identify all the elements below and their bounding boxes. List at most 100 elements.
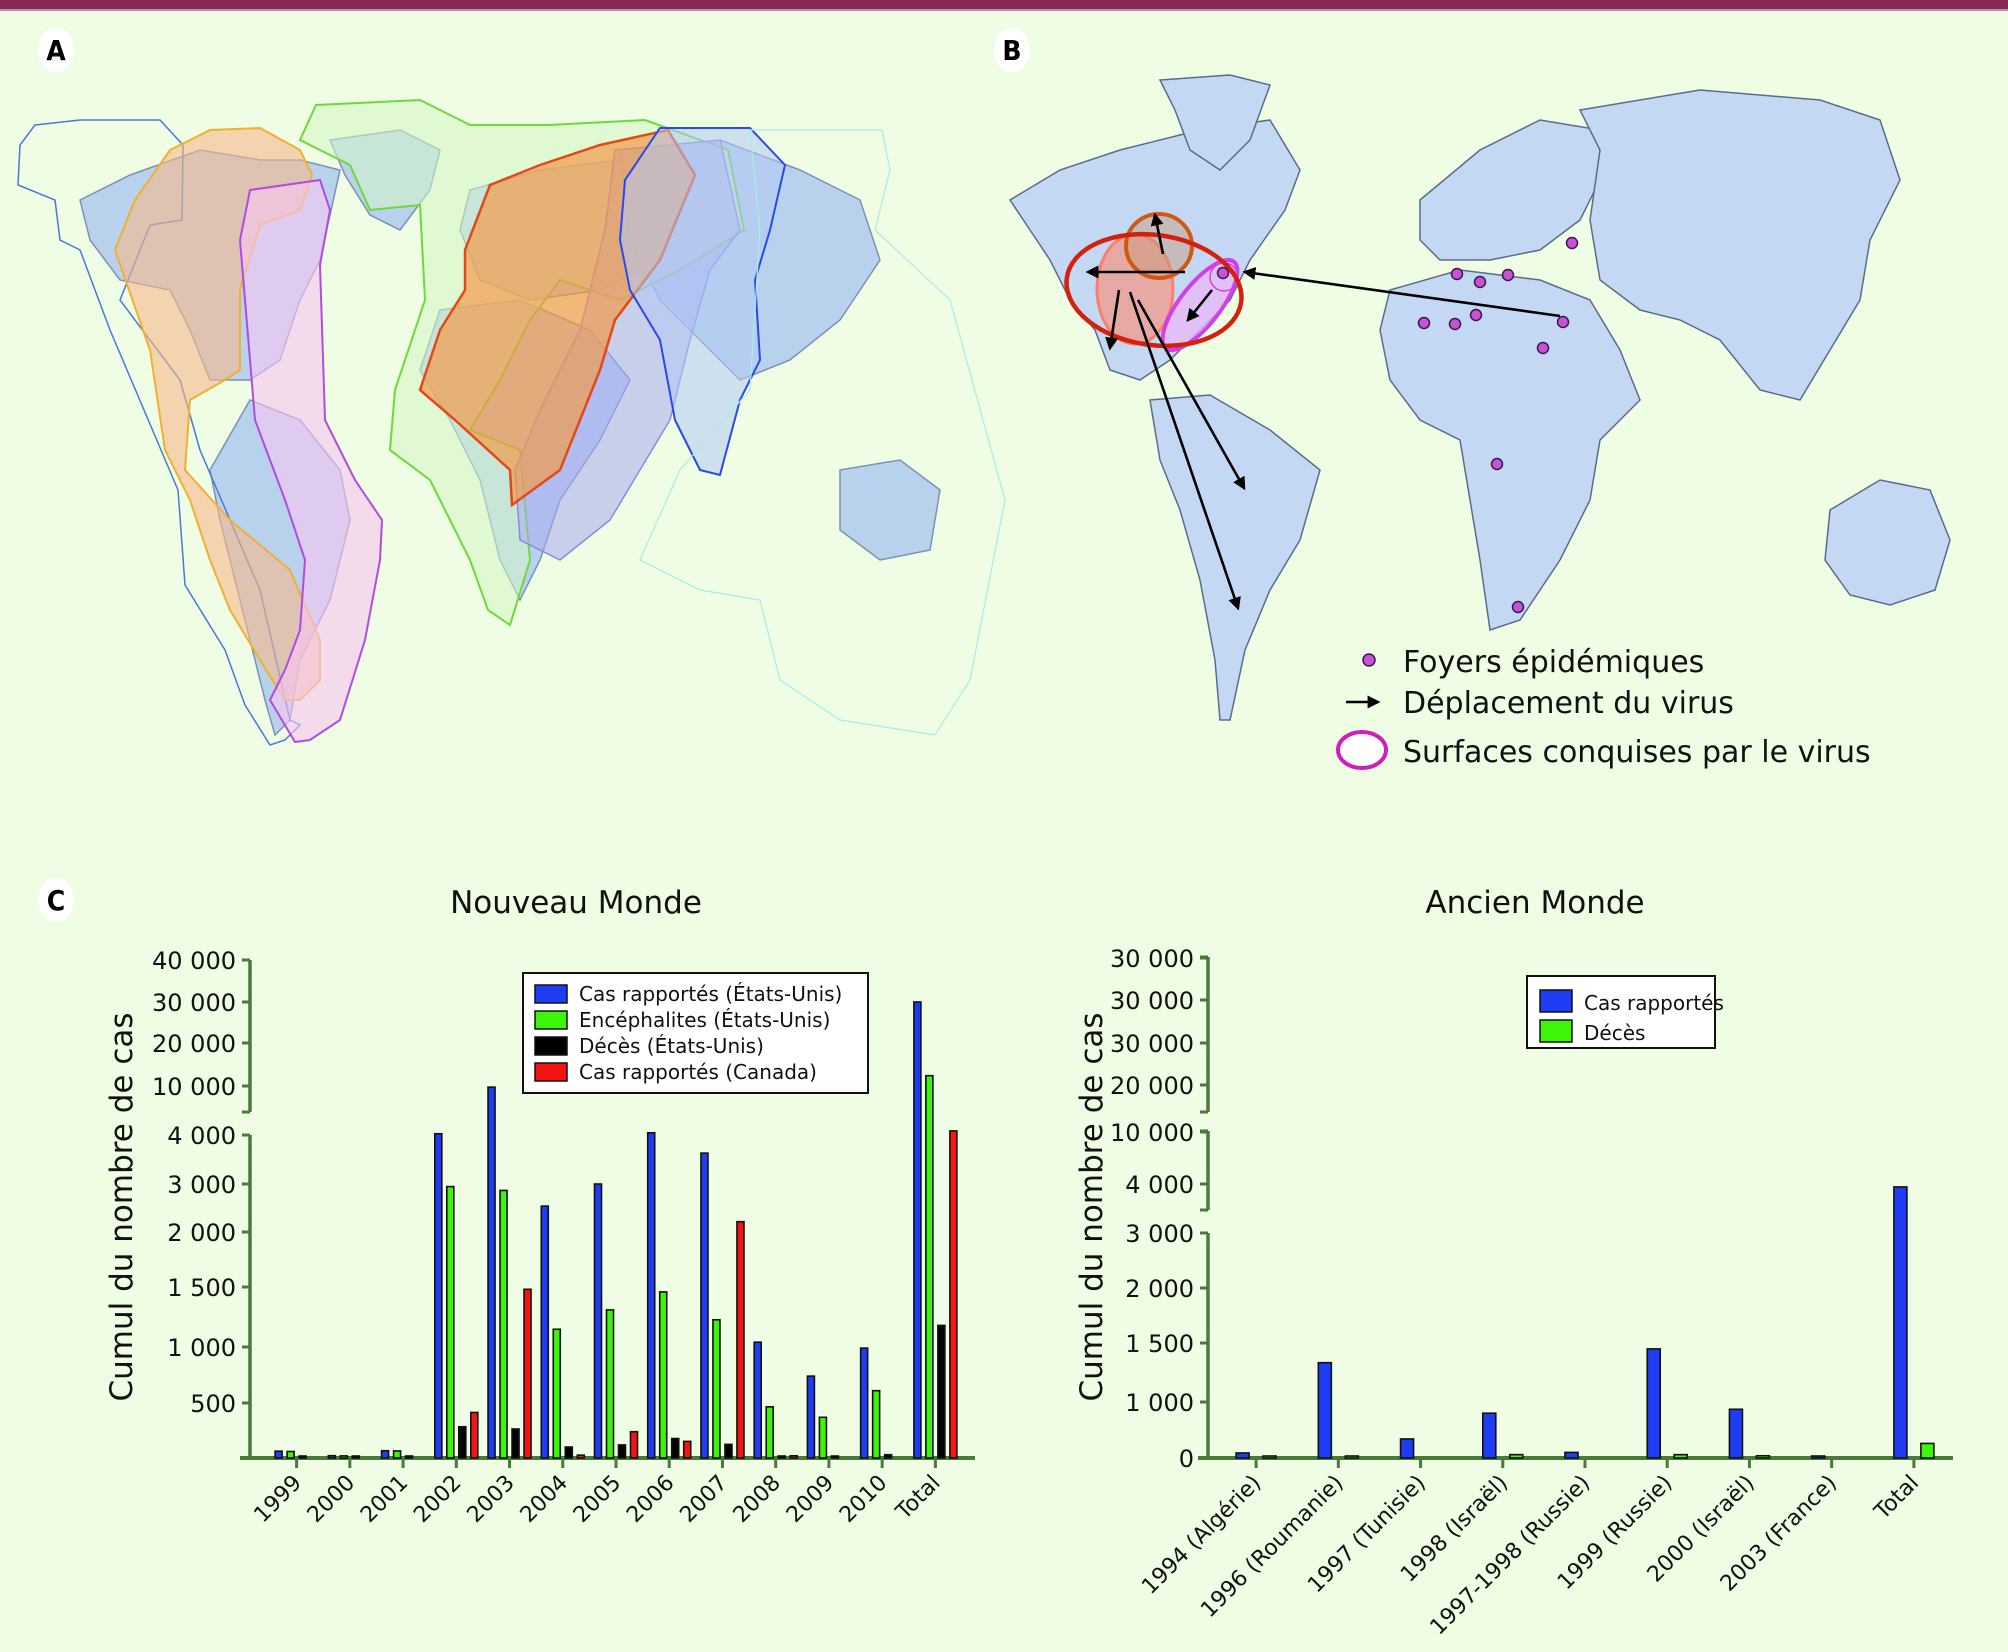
bar — [1893, 1186, 1908, 1459]
x-tick-label: 2001 — [356, 1471, 413, 1528]
y-tick-label: 500 — [190, 1390, 236, 1418]
y-tick-label: 10 000 — [1110, 1119, 1194, 1147]
zone-magenta — [238, 178, 384, 744]
x-tick-label: 2004 — [516, 1471, 573, 1528]
land-oceania — [839, 459, 941, 561]
bar — [1399, 1438, 1415, 1459]
bar — [789, 1455, 798, 1459]
bar — [949, 1130, 958, 1459]
bar — [937, 1324, 946, 1459]
y-tick-label: 4 000 — [1125, 1171, 1194, 1199]
epidemic-focus-dot — [1536, 341, 1550, 355]
epidemic-focus-dot — [1450, 267, 1464, 281]
y-tick-label: 3 000 — [1125, 1220, 1194, 1248]
bar — [605, 1309, 615, 1459]
bar — [736, 1220, 745, 1459]
bar — [470, 1411, 479, 1459]
bar — [1646, 1348, 1662, 1459]
epidemic-focus-dot — [1469, 308, 1483, 322]
legend-label: Cas rapportés — [1584, 991, 1724, 1015]
y-tick-label: 20 000 — [1110, 1072, 1194, 1100]
land-africa-b — [1379, 269, 1641, 631]
bar — [1317, 1361, 1333, 1459]
bar — [351, 1455, 361, 1459]
bar — [765, 1406, 774, 1459]
legend-foyers-label: Foyers épidémiques — [1403, 645, 1704, 680]
legend-surfaces-label: Surfaces conquises par le virus — [1403, 735, 1871, 770]
bar — [629, 1430, 639, 1459]
legend-swatch — [1539, 989, 1573, 1013]
epidemic-focus-dot — [1473, 275, 1487, 289]
bar — [1728, 1408, 1744, 1459]
bar — [523, 1288, 532, 1459]
y-ticks-right: 0 1 000 1 500 2 000 3 000 4 000 10 000 20 000 30… — [1110, 945, 1208, 1473]
bar — [434, 1132, 443, 1459]
bar — [499, 1189, 508, 1459]
bars-right — [1235, 1186, 1935, 1459]
legend-right: Cas rapportés Décès — [1526, 975, 1724, 1049]
y-axis-label-left: Cumul du nombre de cas — [104, 1012, 140, 1401]
bar — [830, 1455, 840, 1459]
map-a-zones — [17, 98, 1006, 746]
bar — [646, 1132, 656, 1459]
bar — [724, 1443, 733, 1459]
map-b-land — [1008, 74, 1951, 721]
y-tick-label: 1 500 — [167, 1274, 236, 1302]
x-tick-label: 1997-1998 (Russie) — [1426, 1471, 1596, 1641]
x-tick-label: 2000 — [303, 1471, 360, 1528]
bar — [859, 1347, 869, 1459]
x-tick-label: 1999 — [250, 1471, 307, 1528]
zone-blue-asia — [618, 127, 787, 477]
epidemic-focus-dot — [1490, 457, 1504, 471]
x-tick-label: 2003 — [463, 1471, 520, 1528]
bar — [1262, 1455, 1277, 1459]
bar — [339, 1455, 349, 1459]
x-tick-label: Total — [1869, 1471, 1924, 1526]
bar — [925, 1074, 934, 1459]
y-axis-label-right: Cumul du nombre de cas — [1074, 1012, 1110, 1401]
arrow-middle-east-to-usa — [1242, 267, 1561, 318]
bar — [1810, 1455, 1826, 1459]
legend-swatch — [534, 1062, 568, 1082]
y-tick-label: 20 000 — [152, 1030, 236, 1058]
legend-label: Encéphalites (États-Unis) — [579, 1008, 830, 1032]
header-bar — [0, 0, 2008, 11]
legend-deplacement-label: Déplacement du virus — [1403, 686, 1734, 721]
bar — [871, 1389, 881, 1459]
zone-cyan-outline — [639, 129, 1006, 736]
bar — [913, 1001, 922, 1459]
legend-label: Décès (États-Unis) — [579, 1034, 764, 1058]
bar — [1673, 1453, 1689, 1459]
x-tick-label: 2007 — [675, 1471, 732, 1528]
y-tick-label: 30 000 — [152, 989, 236, 1017]
bar — [380, 1449, 390, 1459]
epidemic-focus-dot — [1556, 315, 1570, 329]
y-tick-label: 4 000 — [167, 1122, 236, 1150]
x-tick-label: 1996 (Roumanie) — [1196, 1471, 1348, 1623]
x-tick-label: 2009 — [782, 1471, 839, 1528]
bar — [700, 1152, 709, 1459]
bar — [806, 1375, 816, 1459]
bar — [883, 1453, 893, 1459]
bar — [286, 1450, 295, 1459]
map-b-arrows — [1085, 212, 1561, 611]
epidemic-focus-dot — [1448, 317, 1462, 331]
zone-orange-circle — [1124, 212, 1194, 280]
y-tick-label: 10 000 — [152, 1073, 236, 1101]
map-a — [17, 98, 1006, 746]
land-europe-b — [1419, 119, 1601, 261]
land-australia-b — [1824, 479, 1951, 606]
bar — [327, 1454, 337, 1459]
arrow-southwest-1 — [1186, 289, 1214, 323]
chart-title-nouveau-monde: Nouveau Monde — [450, 885, 702, 921]
bar — [392, 1450, 402, 1459]
chart-ancien-monde: Ancien Monde Cumul du nombre de cas 0 1 0… — [1074, 885, 1953, 1640]
epidemic-focus-dot — [1417, 316, 1431, 330]
bar — [511, 1428, 520, 1459]
panel-label-b: B — [994, 28, 1030, 72]
bar — [1235, 1452, 1250, 1459]
bar — [658, 1291, 668, 1459]
legend-dot-icon — [1362, 653, 1376, 667]
arrow-southwest-2 — [1105, 289, 1121, 351]
